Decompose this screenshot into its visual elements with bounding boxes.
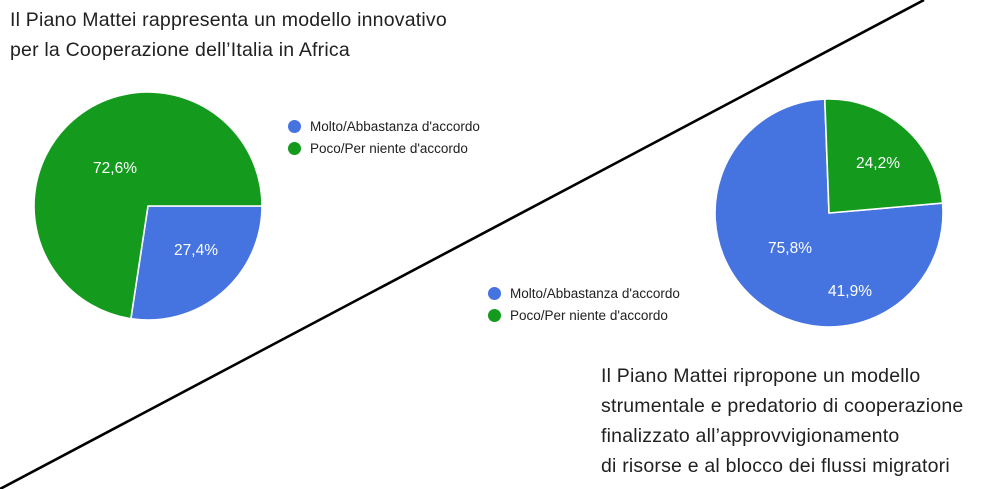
chart2-title: Il Piano Mattei ripropone un modello str… [601,365,964,477]
pie2-percent-label-poco: 24,2% [856,155,900,172]
legend-item-poco-per-niente: Poco/Per niente d'accordo [488,304,680,326]
pie2-slice-poco-per-niente-d-accordo [823,98,944,214]
legend-label-poco-per-niente: Poco/Per niente d'accordo [310,140,468,156]
pie1-slice-poco-per-niente-d-accordo [33,91,263,320]
pie2-percent-label-extra: 41,9% [828,283,872,300]
legend-label-molto-abbastanza: Molto/Abbastanza d'accordo [510,285,680,301]
diagonal-divider-line [0,0,925,489]
pie1-percent-label-poco: 72,6% [93,160,137,177]
legend-item-poco-per-niente: Poco/Per niente d'accordo [288,137,480,159]
chart1-title: Il Piano Mattei rappresenta un modello i… [10,9,447,61]
legend-label-molto-abbastanza: Molto/Abbastanza d'accordo [310,118,480,134]
legend-item-molto-abbastanza: Molto/Abbastanza d'accordo [288,115,480,137]
legend-dot-blue-icon [288,119,301,133]
pie1-slice-molto-abbastanza-d-accordo [130,205,263,321]
pie2-percent-label-molto: 75,8% [768,240,812,257]
legend-dot-blue-icon [488,286,501,300]
chart1-legend: Molto/Abbastanza d'accordo Poco/Per nien… [288,115,480,159]
pie1-percent-label-molto: 27,4% [174,242,218,259]
legend-item-molto-abbastanza: Molto/Abbastanza d'accordo [488,282,680,304]
legend-dot-green-icon [288,141,301,155]
legend-label-poco-per-niente: Poco/Per niente d'accordo [510,307,668,323]
chart2-legend: Molto/Abbastanza d'accordo Poco/Per nien… [488,282,680,326]
legend-dot-green-icon [488,308,501,322]
